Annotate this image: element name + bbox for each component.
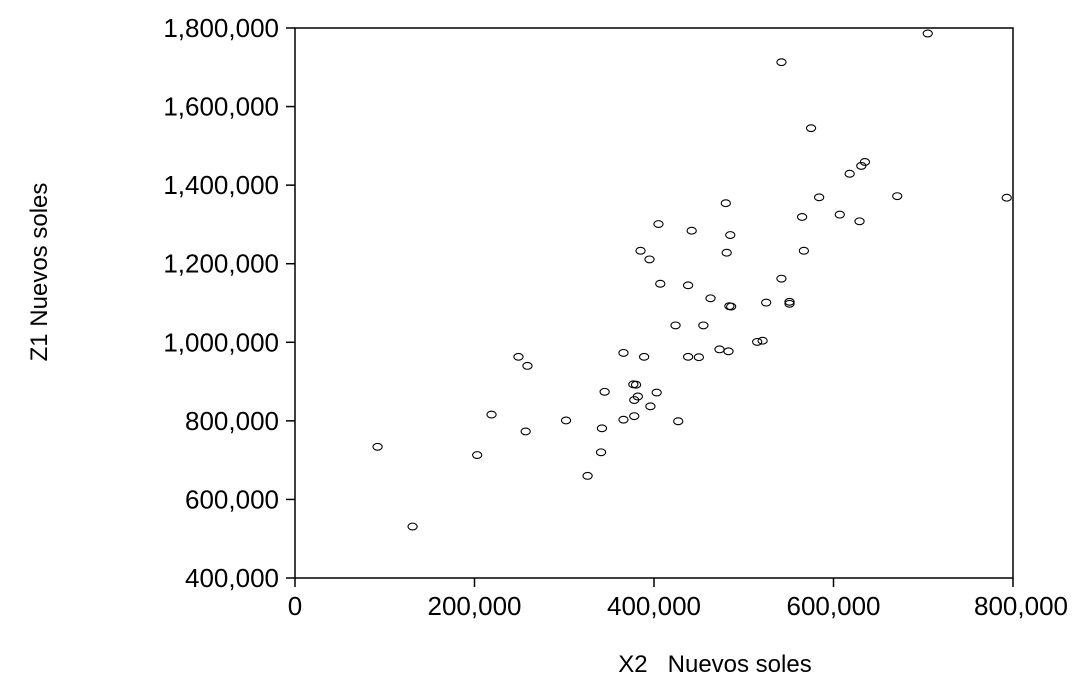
- data-point: [761, 298, 772, 307]
- data-point: [635, 246, 646, 255]
- data-points: [372, 29, 1012, 531]
- y-tick-label: 1,600,000: [163, 92, 279, 122]
- data-point: [693, 353, 705, 362]
- plot-area-frame: [294, 27, 1014, 579]
- data-point: [630, 380, 642, 389]
- data-point: [673, 417, 684, 426]
- y-tick-label: 400,000: [185, 563, 279, 593]
- data-point: [892, 192, 903, 201]
- data-point: [582, 471, 593, 480]
- data-point: [796, 213, 808, 221]
- data-point: [798, 246, 810, 255]
- y-tick-label: 600,000: [185, 484, 279, 514]
- y-axis: 400,000 600,000 800,000 1,000,000 1,200,000 1…: [163, 13, 295, 593]
- data-point: [776, 274, 787, 283]
- data-point: [776, 58, 787, 67]
- data-point: [752, 337, 763, 346]
- data-point: [522, 361, 533, 370]
- data-point: [854, 217, 865, 226]
- data-point: [618, 415, 629, 424]
- data-point: [595, 448, 607, 457]
- data-point: [714, 345, 725, 354]
- y-tick-label: 1,200,000: [163, 249, 279, 279]
- y-tick-label: 800,000: [185, 406, 279, 436]
- x-axis: 0 200,000 400,000 600,000 800,000: [288, 578, 1068, 621]
- data-point: [645, 402, 656, 411]
- data-point: [596, 424, 608, 433]
- data-point: [560, 416, 572, 425]
- data-point: [723, 347, 734, 356]
- x-tick-label: 0: [288, 591, 302, 621]
- data-point: [859, 158, 871, 166]
- x-axis-title: X2 Nuevos soles: [618, 651, 811, 678]
- data-point: [757, 336, 768, 345]
- data-point: [520, 427, 531, 436]
- data-point: [844, 169, 855, 178]
- data-point: [705, 294, 716, 303]
- data-point: [834, 210, 845, 219]
- data-point: [670, 321, 681, 330]
- data-point: [618, 348, 629, 357]
- data-point: [813, 193, 825, 202]
- data-point: [513, 352, 524, 361]
- data-point: [805, 124, 817, 133]
- x-tick-label: 400,000: [607, 591, 701, 621]
- data-point: [726, 302, 737, 311]
- data-point: [599, 387, 610, 396]
- data-point: [629, 412, 640, 421]
- y-axis-title-group: Z1 Nuevos soles: [26, 183, 53, 362]
- data-point: [1001, 193, 1012, 202]
- data-point: [655, 279, 666, 288]
- x-tick-label: 800,000: [974, 591, 1068, 621]
- y-tick-label: 1,400,000: [163, 170, 279, 200]
- y-tick-label: 1,000,000: [163, 327, 279, 357]
- y-tick-label: 1,800,000: [163, 13, 279, 43]
- data-point: [632, 392, 643, 401]
- data-point: [856, 161, 867, 170]
- data-point: [725, 231, 736, 239]
- data-point: [784, 299, 795, 308]
- data-point: [407, 522, 418, 531]
- data-point: [644, 255, 655, 264]
- data-point: [721, 248, 732, 257]
- data-point: [682, 281, 694, 290]
- data-point: [638, 352, 650, 361]
- data-point: [784, 297, 795, 306]
- data-point: [682, 352, 694, 361]
- x-tick-label: 200,000: [428, 591, 522, 621]
- data-point: [698, 321, 709, 330]
- data-point: [372, 442, 383, 451]
- data-point: [720, 199, 731, 208]
- data-point: [653, 220, 664, 228]
- data-point: [472, 451, 483, 459]
- data-point: [651, 388, 662, 397]
- x-tick-label: 600,000: [787, 591, 881, 621]
- data-point: [922, 29, 933, 38]
- data-point: [486, 410, 497, 419]
- y-axis-title: Z1 Nuevos soles: [26, 183, 53, 362]
- data-point: [686, 226, 697, 235]
